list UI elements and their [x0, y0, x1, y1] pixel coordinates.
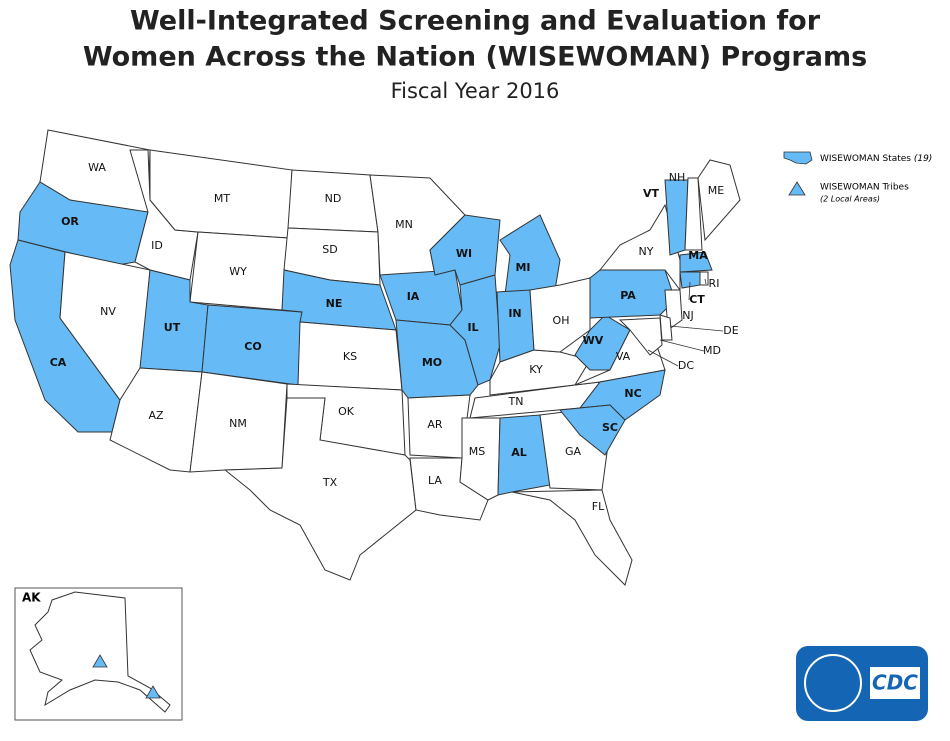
- legend-label: WISEWOMAN States: [820, 154, 911, 164]
- state-label: AL: [511, 446, 527, 459]
- state-label: MS: [469, 445, 485, 458]
- state-label: KS: [343, 350, 357, 363]
- state-label: MI: [515, 261, 530, 274]
- state-label: IN: [508, 307, 521, 320]
- state-label: CT: [689, 293, 705, 306]
- state-shape: [679, 251, 713, 273]
- state-label: IA: [407, 290, 420, 303]
- leader-line: [704, 278, 707, 285]
- state-label: MT: [214, 192, 230, 205]
- state-label: TX: [322, 476, 338, 489]
- logo: [796, 646, 928, 721]
- state-label: MD: [703, 344, 721, 357]
- state-label: AR: [427, 418, 443, 431]
- state-label: IL: [467, 321, 478, 334]
- state-label: SC: [602, 421, 618, 434]
- leader-line: [647, 349, 679, 367]
- state-label: NY: [639, 245, 654, 258]
- title-line: Well-Integrated Screening and Evaluation…: [130, 6, 821, 37]
- state-label: NM: [229, 417, 247, 430]
- state-label: ID: [151, 239, 163, 252]
- state-shape: [449, 274, 501, 386]
- state-shape: [559, 404, 626, 456]
- state-label: NV: [100, 305, 116, 318]
- legend-note: (2 Local Areas): [820, 195, 880, 204]
- state-label: DC: [678, 359, 694, 372]
- label-layer: WA OR CA NV ID MT WY UT CO AZ NM ND SD NE KS OK TX MN IA MO…: [50, 161, 739, 513]
- state-shape: [511, 489, 633, 586]
- state-label: LA: [428, 474, 442, 487]
- state-label: SD: [322, 243, 337, 256]
- state-label: OK: [338, 405, 355, 418]
- state-label: WV: [583, 334, 604, 347]
- state-shape: [497, 414, 551, 496]
- cdc-box: [870, 667, 920, 699]
- state-label: WA: [88, 161, 106, 174]
- state-label: ME: [708, 184, 724, 197]
- leader-line: [659, 339, 705, 352]
- state-shape: [496, 289, 535, 363]
- state-label: WY: [229, 265, 247, 278]
- legend-note: (19): [914, 154, 932, 164]
- state-shape: [129, 149, 199, 281]
- state-layer: [9, 129, 741, 586]
- state-label: DE: [723, 324, 738, 337]
- legend-tribe-icon: [788, 181, 806, 196]
- state-label: NJ: [682, 309, 693, 322]
- state-label: GA: [565, 445, 582, 458]
- alaska-shape: [29, 591, 171, 713]
- legend-label: WISEWOMAN Tribes: [820, 183, 909, 193]
- state-label: MO: [422, 356, 442, 369]
- state-label: CO: [244, 340, 261, 353]
- state-shape: [379, 269, 463, 326]
- tribe-marker: [92, 654, 108, 668]
- state-label: WI: [456, 247, 472, 260]
- state-label: CA: [50, 356, 67, 369]
- subtitle: Fiscal Year 2016: [391, 79, 560, 103]
- logo-text: CDC: [872, 671, 918, 695]
- state-shape: [684, 177, 703, 251]
- title-line: Women Across the Nation (WISEWOMAN) Prog…: [83, 42, 867, 73]
- state-label: PA: [620, 289, 636, 302]
- alaska-label: AK: [22, 591, 41, 605]
- state-label: TN: [508, 395, 524, 408]
- state-label: VT: [643, 187, 660, 200]
- leader-line: [669, 325, 724, 332]
- state-label: KY: [529, 363, 543, 376]
- state-shape: [499, 214, 561, 296]
- state-label: FL: [592, 500, 605, 513]
- state-label: NE: [326, 297, 343, 310]
- state-label: MN: [395, 218, 413, 231]
- state-shape: [618, 317, 663, 356]
- tribe-marker: [145, 685, 161, 699]
- state-label: RI: [709, 277, 720, 290]
- state-label: NC: [624, 387, 641, 400]
- leader-line: [688, 281, 691, 301]
- state-label: OR: [61, 215, 79, 228]
- state-label: MA: [688, 249, 708, 262]
- state-shape: [697, 159, 741, 242]
- state-shape: [17, 181, 149, 266]
- state-label: NH: [669, 171, 686, 184]
- state-label: UT: [164, 321, 181, 334]
- state-shape: [489, 349, 591, 396]
- state-label: OH: [553, 314, 570, 327]
- state-label: AZ: [148, 409, 164, 422]
- legend-entry: WISEWOMAN States (19): [820, 154, 932, 164]
- hhs-seal: [804, 654, 862, 712]
- state-shape: [699, 271, 709, 286]
- state-label: ND: [325, 192, 342, 205]
- state-label: VA: [616, 350, 631, 363]
- legend-state-icon: [783, 151, 813, 165]
